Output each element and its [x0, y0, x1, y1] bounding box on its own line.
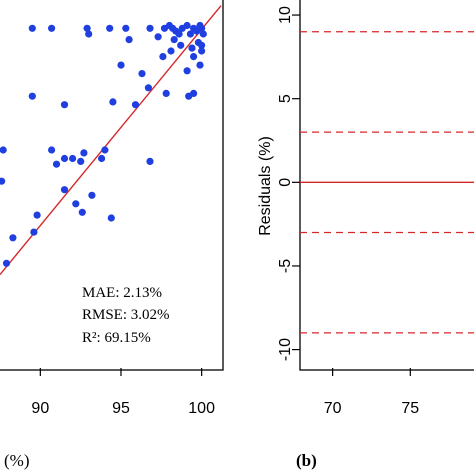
data-point — [190, 53, 198, 61]
metric-rmse: RMSE: 3.02% — [82, 307, 170, 323]
data-point — [117, 61, 125, 69]
data-point — [190, 89, 198, 97]
data-point — [78, 208, 86, 216]
data-point — [144, 84, 152, 92]
x-tick-label: 75 — [401, 400, 419, 417]
x-tick-label: 100 — [188, 400, 215, 417]
data-point — [198, 41, 206, 49]
data-point — [9, 234, 17, 242]
y-tick-label: -5 — [277, 259, 294, 273]
data-point — [131, 101, 140, 109]
data-point — [88, 191, 96, 199]
data-point — [28, 24, 36, 32]
x-tick-label: 95 — [112, 400, 130, 417]
panel-b-y-axis-label: Residuals (%) — [257, 136, 274, 236]
y-tick-label: 10 — [277, 6, 294, 24]
data-point — [154, 33, 162, 41]
data-point — [106, 24, 114, 32]
panel-a-metrics: MAE: 2.13% RMSE: 3.02% R²: 69.15% — [82, 285, 170, 346]
data-point — [52, 160, 61, 168]
data-point — [80, 149, 88, 157]
data-point — [198, 47, 206, 55]
data-point — [33, 211, 41, 219]
panel-b-residual-lines — [300, 31, 474, 334]
y-tick-label: -10 — [277, 338, 294, 361]
data-point — [0, 177, 6, 185]
data-point — [30, 228, 38, 236]
data-point — [183, 67, 191, 75]
data-point — [60, 186, 69, 194]
data-point — [138, 70, 146, 78]
panel-b-y-ticks: -10 -5 0 5 10 — [277, 6, 300, 361]
data-point — [2, 259, 11, 267]
data-point — [162, 89, 170, 97]
data-point — [98, 154, 106, 163]
data-point — [60, 101, 69, 109]
data-point — [60, 154, 69, 163]
data-point — [186, 30, 194, 38]
panel-b-plot-border — [299, 0, 474, 371]
reference-line — [0, 5, 222, 276]
data-point — [199, 30, 207, 38]
data-point — [170, 36, 178, 44]
data-point — [48, 146, 56, 154]
x-tick-label: 70 — [324, 400, 342, 417]
data-point — [85, 30, 93, 38]
data-point — [77, 157, 85, 165]
data-point — [0, 146, 7, 154]
data-point — [83, 24, 91, 32]
y-tick-label: 0 — [277, 178, 294, 187]
data-point — [125, 36, 133, 44]
panel-a-x-ticks: 90 95 100 — [31, 368, 215, 417]
data-point — [167, 47, 175, 55]
data-point — [146, 157, 154, 165]
y-tick-label: 5 — [277, 94, 294, 103]
data-point — [159, 53, 167, 61]
data-point — [196, 61, 204, 69]
panel-b-label: (b) — [296, 451, 317, 470]
panel-a-points — [0, 21, 207, 267]
data-point — [48, 24, 56, 32]
data-point — [198, 24, 206, 32]
data-point — [122, 24, 130, 32]
metric-r2: R²: 69.15% — [82, 330, 151, 346]
data-point — [101, 146, 109, 154]
data-point — [175, 30, 183, 38]
data-point — [146, 24, 154, 32]
data-point — [177, 41, 185, 49]
data-point — [28, 92, 36, 100]
data-point — [183, 21, 191, 30]
data-point — [69, 154, 77, 163]
metric-mae: MAE: 2.13% — [82, 285, 162, 301]
panel-b: -10 -5 0 5 10 70 75 Residuals (%) (b) — [257, 0, 474, 470]
data-point — [107, 214, 115, 222]
data-point — [72, 200, 80, 208]
panel-a-plot-border — [0, 0, 224, 371]
panel-b-x-ticks: 70 75 — [324, 368, 419, 417]
data-point — [109, 98, 117, 106]
panel-a-reference-line — [0, 5, 222, 276]
x-tick-label: 90 — [31, 400, 49, 417]
panel-a: 90 95 100 MAE: 2.13% RMSE: 3.02% R²: 69.15… — [0, 0, 224, 470]
panel-a-x-axis-label: (%) — [4, 451, 29, 470]
data-point — [188, 44, 196, 52]
